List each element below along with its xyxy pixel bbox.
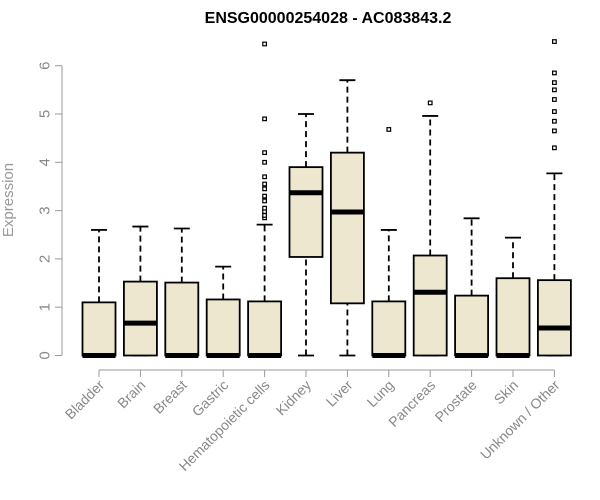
box-bladder [81,229,117,358]
y-tick-label: 5 [37,110,54,118]
box-skin [495,236,531,358]
outlier-point [427,100,433,106]
box-iqr [164,281,200,357]
box-unknown-other [537,39,572,357]
outlier-point [262,41,267,47]
x-tick-label: Skin [491,377,522,408]
outlier-point [551,39,557,44]
chart-title: ENSG00000254028 - AC083843.2 [205,10,452,27]
box-breast [164,227,200,358]
outlier-point [262,174,267,180]
box-pancreas [412,100,448,357]
outlier-point [262,116,267,122]
outlier-point [262,150,267,156]
y-tick-label: 1 [37,303,54,311]
box-iqr [329,151,365,305]
outlier-point [551,87,557,93]
y-axis-label: Expression [0,163,17,237]
outlier-point [262,186,267,192]
x-tick-label: Brain [114,377,148,411]
x-tick-label: Liver [323,377,356,410]
x-tick-label: Unknown / Other [477,377,563,463]
box-liver [329,79,365,357]
outlier-point [262,181,267,187]
box-hematopoietic-cells [247,41,283,358]
outlier-point [262,205,267,211]
outlier-point [262,213,267,218]
x-tick-label: Prostate [432,377,480,425]
box-iqr [81,301,117,357]
y-tick-label: 2 [37,255,54,263]
x-tick-label: Kidney [273,377,315,419]
x-tick-label: Breast [150,377,190,417]
box-iqr [454,294,490,357]
box-iqr [537,279,572,357]
y-tick-label: 0 [37,351,54,359]
y-axis: 0 1 2 3 4 5 6 [37,62,63,360]
outlier-point [551,97,557,102]
box-iqr [412,254,448,357]
box-kidney [288,113,324,357]
box-gastric [205,265,241,358]
outlier-point [551,109,557,114]
box-iqr [288,166,324,258]
box-iqr [371,300,407,357]
outlier-point [262,193,267,199]
box-series [81,39,572,358]
outlier-point [386,127,392,132]
outlier-point [551,128,557,134]
box-brain [123,225,158,357]
box-iqr [123,280,158,357]
outlier-point [551,80,557,86]
outlier-point [551,118,557,124]
x-tick-label: Lung [364,377,397,410]
outlier-point [551,145,557,151]
box-iqr [205,298,241,357]
y-tick-label: 6 [37,62,54,70]
outlier-point [262,198,267,204]
outlier-point [262,159,267,165]
y-tick-label: 4 [37,158,54,166]
box-iqr [247,300,283,357]
x-tick-label: Bladder [62,377,108,423]
box-prostate [454,217,490,358]
box-lung [371,127,407,358]
y-tick-label: 3 [37,206,54,214]
box-iqr [495,277,531,357]
outlier-point [551,70,557,76]
